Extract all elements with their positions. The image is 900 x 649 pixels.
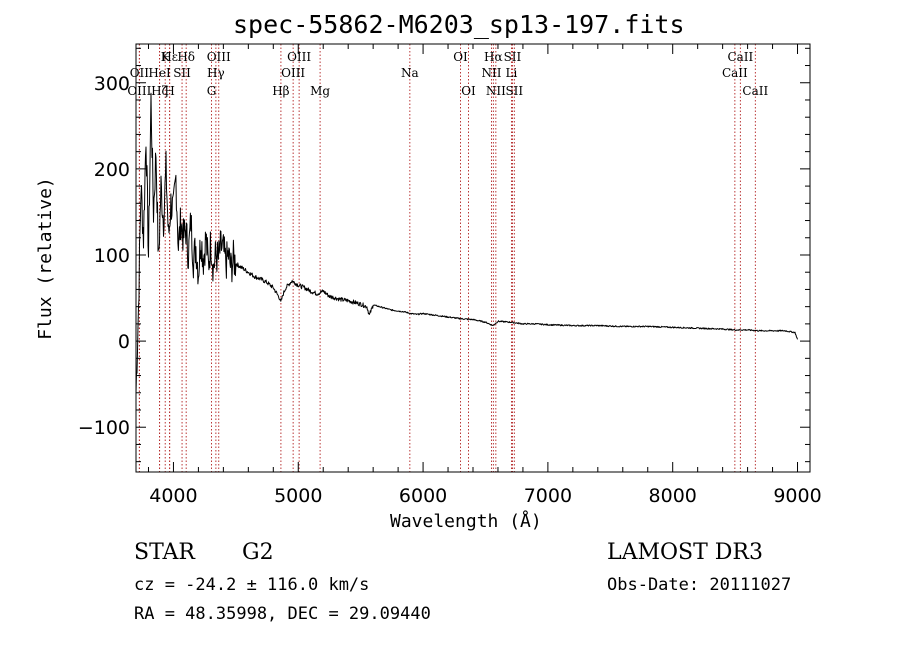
x-tick-label: 7000 [524,485,572,507]
spectral-line-label: SII [505,84,523,98]
spectral-line-label: CaII [742,84,768,98]
spectrum-line [135,92,798,394]
spectral-line-label: Hβ [272,84,289,98]
spectral-line-label: Li [506,66,518,80]
velocity-readout: cz = -24.2 ± 116.0 km/s [134,575,370,595]
spectral-line-label: Hγ [207,66,225,80]
coordinates: RA = 48.35998, DEC = 29.09440 [134,604,431,624]
spectral-line-label: K [161,50,171,64]
survey-name: LAMOST DR3 [607,540,763,565]
spectral-line-label: CaII [727,50,753,64]
y-tick-label: 200 [94,159,130,181]
spectral-line-label: NII [486,84,506,98]
spectral-line-label: SII [504,50,522,64]
spectrum-series [135,92,798,394]
spectral-line-label: OIII [287,50,311,64]
spectral-line-label: H [164,84,174,98]
spectral-line-label: OI [461,84,476,98]
spectral-line-label: OIII [281,66,305,80]
obs-date: Obs-Date: 20111027 [607,575,792,595]
x-tick-label: 6000 [399,485,447,507]
spectral-line-label: Hε [161,50,178,64]
spectral-line-label: HeI [148,66,171,80]
chart-title: spec-55862-M6203_sp13-197.fits [233,10,685,39]
spectral-line-label: SII [173,66,191,80]
x-axis-label: Wavelength (Å) [390,511,542,532]
object-class: STAR [134,540,195,565]
object-subclass: G2 [242,540,274,565]
spectral-line-label: NII [481,66,501,80]
spectral-line-label: Hα [484,50,503,64]
y-axis-label: Flux (relative) [34,177,56,340]
axes-frame [135,43,811,473]
spectral-line-label: Na [401,66,419,80]
x-tick-label: 8000 [649,485,697,507]
spectral-line-label: OIII [127,84,151,98]
spectral-line-label: Hζ [151,84,168,98]
tick-labels: 4000 5000 6000 7000 8000 9000 −100 0 100 200 300 Hε… [78,50,822,507]
y-tick-label: 100 [94,245,130,267]
plot-frame [135,43,811,473]
y-tick-label: 300 [94,73,130,95]
x-tick-label: 9000 [773,485,821,507]
spectral-line-label: OII [130,66,150,80]
y-tick-label: −100 [78,417,130,439]
y-tick-label: 0 [118,331,130,353]
spectral-line-label: CaII [722,66,748,80]
spectral-line-label: Mg [310,84,330,98]
spectral-line-label: OIII [207,50,231,64]
x-tick-label: 4000 [149,485,197,507]
spectral-line-label: OI [453,50,468,64]
spectral-line-label: G [207,84,217,98]
spectral-line-label: Hδ [177,50,195,64]
x-tick-label: 5000 [274,485,322,507]
